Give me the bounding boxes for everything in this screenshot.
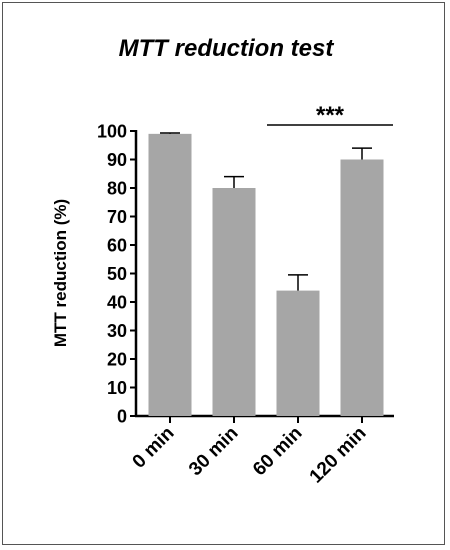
x-category-label: 120 min <box>306 423 371 488</box>
y-tick-label: 30 <box>107 321 127 341</box>
bar <box>340 159 384 416</box>
x-category-label: 30 min <box>185 423 242 480</box>
chart-title: MTT reduction test <box>119 35 335 62</box>
y-tick-label: 100 <box>97 122 127 142</box>
y-tick-label: 80 <box>107 179 127 199</box>
y-tick-label: 40 <box>107 293 127 313</box>
significance-stars: *** <box>316 102 345 129</box>
y-tick-label: 20 <box>107 350 127 370</box>
y-axis-label: MTT reduction (%) <box>51 199 70 347</box>
x-category-label: 0 min <box>129 423 179 473</box>
y-tick-label: 50 <box>107 264 127 284</box>
y-tick-label: 70 <box>107 207 127 227</box>
y-tick-label: 90 <box>107 150 127 170</box>
y-tick-label: 0 <box>117 407 127 427</box>
bar <box>148 133 192 416</box>
x-category-label: 60 min <box>249 423 306 480</box>
significance-annotation: *** <box>267 102 393 129</box>
y-ticks: 0 10 20 30 40 50 60 70 80 90 100 <box>97 122 136 427</box>
y-tick-label: 10 <box>107 378 127 398</box>
x-categories: 0 min 30 min 60 min 120 min <box>129 423 371 488</box>
y-tick-label: 60 <box>107 236 127 256</box>
bar <box>212 188 256 416</box>
bar <box>276 290 320 416</box>
bars <box>148 132 384 423</box>
